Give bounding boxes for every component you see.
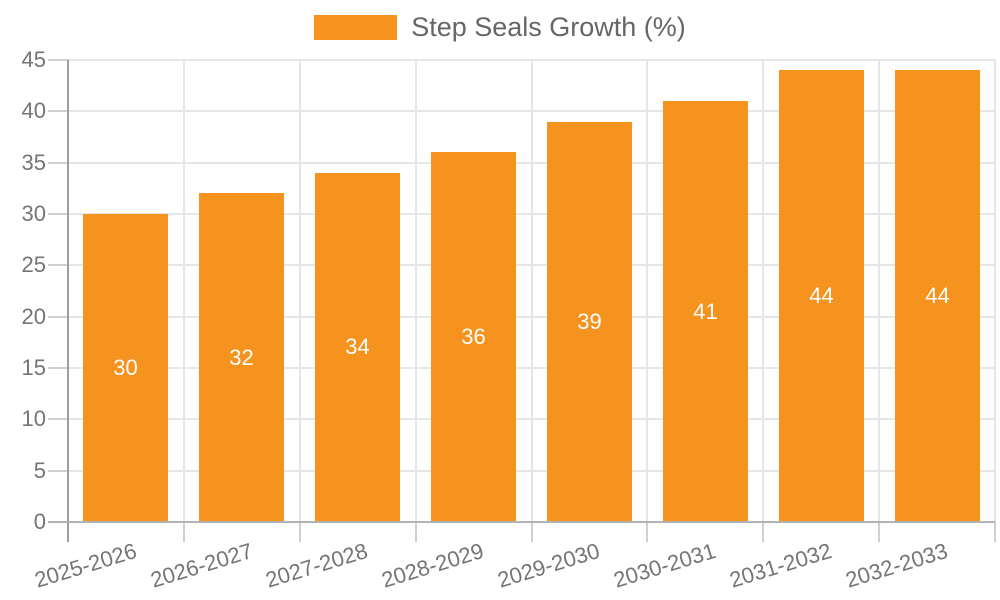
- gridline-vertical: [298, 60, 301, 522]
- x-axis-tick: [994, 522, 996, 542]
- gridline-vertical: [762, 60, 765, 522]
- bar[interactable]: 30: [83, 214, 168, 522]
- x-axis-label: 2028-2029: [378, 538, 487, 593]
- bar[interactable]: 44: [779, 70, 864, 522]
- bar[interactable]: 41: [663, 101, 748, 522]
- y-axis-tick: [48, 213, 68, 215]
- x-axis-label: 2025-2026: [31, 538, 140, 593]
- x-axis-label: 2029-2030: [494, 538, 603, 593]
- y-axis-tick: [48, 521, 68, 523]
- x-axis-tick: [530, 522, 533, 542]
- y-axis-tick: [48, 59, 68, 61]
- y-axis-label: 20: [21, 303, 46, 329]
- gridline-vertical: [878, 60, 881, 522]
- y-axis-label: 15: [21, 355, 46, 380]
- gridline-vertical: [182, 60, 185, 522]
- bar-value-label: 44: [809, 283, 834, 309]
- y-axis-label: 30: [21, 201, 46, 226]
- gridline-vertical: [414, 60, 417, 522]
- bar[interactable]: 34: [315, 172, 400, 522]
- y-axis-tick: [48, 264, 68, 267]
- y-axis-tick: [48, 367, 68, 369]
- y-axis-tick: [48, 418, 68, 421]
- bar-value-label: 41: [693, 298, 718, 324]
- y-axis-tick: [48, 161, 68, 164]
- y-axis-label: 25: [21, 252, 46, 278]
- bar[interactable]: 32: [199, 193, 284, 522]
- bar[interactable]: 36: [431, 152, 516, 522]
- legend-swatch: [314, 15, 398, 40]
- bar-value-label: 36: [461, 324, 486, 350]
- bar[interactable]: 44: [895, 70, 980, 522]
- y-axis-tick: [48, 110, 68, 113]
- bar-value-label: 32: [229, 344, 254, 370]
- y-axis-tick: [48, 315, 68, 318]
- x-axis-tick: [878, 522, 881, 542]
- gridline-vertical: [994, 60, 996, 522]
- y-axis-label: 5: [33, 457, 46, 483]
- bar-value-label: 44: [925, 283, 950, 309]
- x-axis-tick: [298, 522, 301, 542]
- y-axis-line: [67, 60, 69, 542]
- x-axis-tick: [414, 522, 417, 542]
- x-axis-tick: [762, 522, 765, 542]
- x-axis-label: 2031-2032: [726, 538, 835, 593]
- y-axis-label: 0: [33, 509, 46, 534]
- bar[interactable]: 39: [547, 121, 632, 522]
- x-axis-label: 2030-2031: [610, 538, 719, 593]
- x-axis-line: [68, 521, 995, 523]
- bar-value-label: 30: [113, 355, 138, 380]
- y-axis-tick: [48, 469, 68, 472]
- x-axis-label: 2027-2028: [263, 538, 371, 593]
- bar-value-label: 34: [345, 334, 370, 360]
- legend-label: Step Seals Growth (%): [411, 12, 686, 42]
- x-axis-label: 2032-2033: [842, 538, 951, 593]
- y-axis-label: 35: [21, 149, 46, 175]
- x-axis-label: 2026-2027: [147, 538, 256, 593]
- x-axis-tick: [182, 522, 185, 542]
- gridline-vertical: [646, 60, 649, 522]
- y-axis-label: 45: [21, 47, 46, 72]
- x-axis-tick: [646, 522, 649, 542]
- gridline-vertical: [530, 60, 533, 522]
- y-axis-label: 40: [21, 98, 46, 124]
- bar-value-label: 39: [577, 308, 602, 334]
- y-axis-label: 10: [21, 406, 46, 432]
- legend[interactable]: Step Seals Growth (%): [0, 12, 1000, 43]
